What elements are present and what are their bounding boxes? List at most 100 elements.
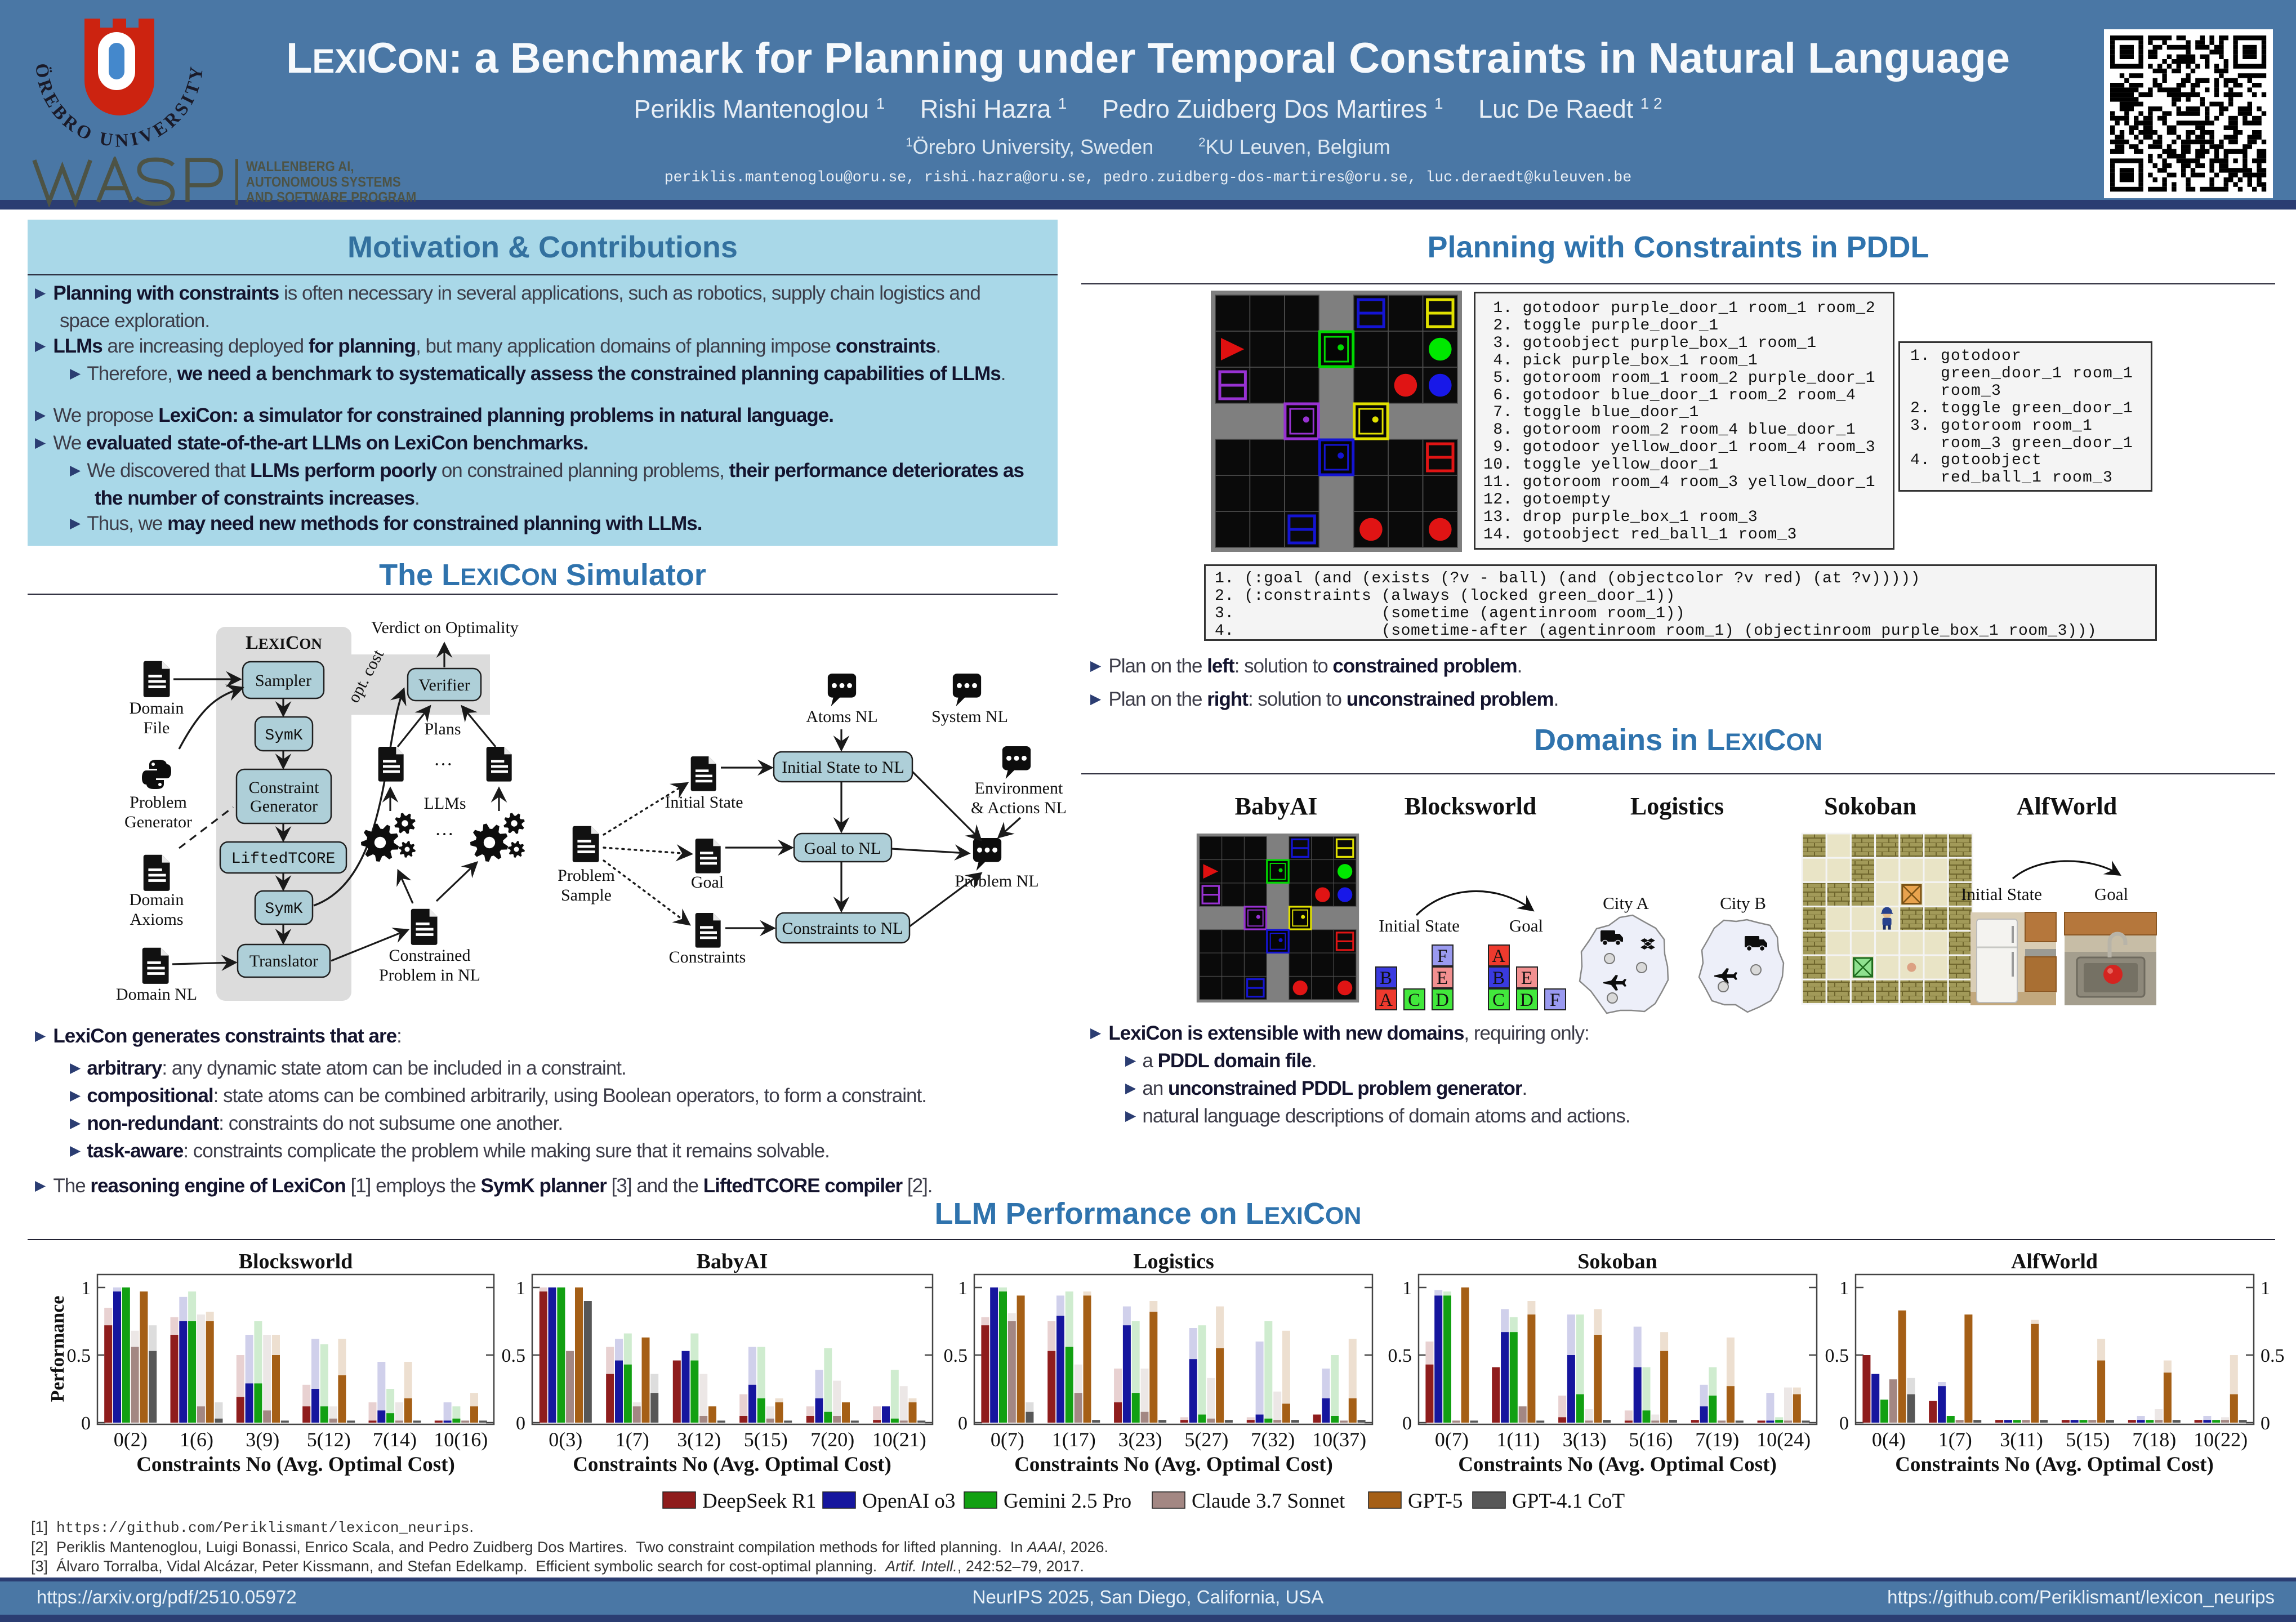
svg-text:Logistics: Logistics [1133, 1250, 1214, 1273]
svg-text:DeepSeek R1: DeepSeek R1 [702, 1490, 816, 1513]
svg-text:1: 1 [1839, 1278, 1849, 1299]
svg-text:10(21): 10(21) [872, 1428, 926, 1451]
svg-text:D: D [1435, 990, 1449, 1010]
svg-text:0.5: 0.5 [944, 1345, 968, 1366]
svg-text:Sokoban: Sokoban [1577, 1250, 1657, 1273]
svg-text:Claude 3.7 Sonnet: Claude 3.7 Sonnet [1192, 1490, 1345, 1513]
svg-text:1(7): 1(7) [616, 1428, 649, 1451]
svg-text:City B: City B [1720, 893, 1766, 913]
svg-text:Axioms: Axioms [130, 910, 183, 929]
svg-text:1(11): 1(11) [1496, 1428, 1540, 1451]
svg-text:0: 0 [1839, 1413, 1849, 1434]
svg-text:WALLENBERG AI,: WALLENBERG AI, [246, 159, 354, 175]
svg-text:3(11): 3(11) [2000, 1428, 2043, 1451]
svg-text:GPT-4.1 CoT: GPT-4.1 CoT [1512, 1490, 1625, 1513]
svg-text:Generator: Generator [250, 797, 318, 816]
svg-text:Goal to NL: Goal to NL [804, 839, 881, 858]
svg-text:B: B [1492, 968, 1505, 988]
svg-text:1: 1 [2261, 1278, 2270, 1299]
svg-text:B: B [1380, 968, 1392, 988]
svg-text:0(3): 0(3) [549, 1428, 582, 1451]
svg-text:AND SOFTWARE PROGRAM: AND SOFTWARE PROGRAM [246, 190, 416, 206]
svg-text:0(7): 0(7) [1435, 1428, 1469, 1451]
svg-text:Constraints No (Avg. Optimal C: Constraints No (Avg. Optimal Cost) [136, 1453, 455, 1476]
svg-text:1(7): 1(7) [1938, 1428, 1972, 1451]
svg-text:0: 0 [958, 1413, 968, 1434]
svg-text:Constrained: Constrained [389, 946, 471, 965]
svg-text:7(20): 7(20) [810, 1428, 854, 1451]
svg-text:Domain NL: Domain NL [116, 985, 197, 1004]
svg-text:0: 0 [516, 1413, 525, 1434]
svg-text:Atoms NL: Atoms NL [806, 707, 878, 726]
svg-text:System NL: System NL [931, 707, 1008, 726]
svg-text:Verifier: Verifier [418, 676, 470, 694]
svg-text:10(16): 10(16) [434, 1428, 488, 1451]
svg-text:Sokoban: Sokoban [1824, 792, 1916, 820]
svg-text:···: ··· [435, 824, 454, 845]
svg-text:Initial State: Initial State [1379, 916, 1460, 935]
svg-text:Goal: Goal [2094, 884, 2128, 904]
svg-text:0.5: 0.5 [502, 1345, 526, 1366]
svg-text:1(17): 1(17) [1052, 1428, 1096, 1451]
svg-text:E: E [1521, 968, 1532, 988]
svg-text:City A: City A [1603, 893, 1649, 913]
svg-text:0: 0 [1402, 1413, 1412, 1434]
svg-text:Generator: Generator [124, 813, 192, 831]
svg-text:Gemini 2.5 Pro: Gemini 2.5 Pro [1004, 1490, 1131, 1513]
svg-text:10(24): 10(24) [1756, 1428, 1811, 1451]
svg-text:Goal: Goal [691, 873, 724, 892]
svg-text:Blocksworld: Blocksworld [239, 1250, 353, 1273]
svg-text:7(18): 7(18) [2132, 1428, 2176, 1451]
svg-text:10(37): 10(37) [1312, 1428, 1366, 1451]
svg-text:0.5: 0.5 [1388, 1345, 1412, 1366]
svg-text:Blocksworld: Blocksworld [1405, 792, 1537, 820]
svg-text:Initial State to NL: Initial State to NL [782, 758, 904, 777]
svg-text:1: 1 [81, 1278, 91, 1299]
svg-text:LEXICON: LEXICON [246, 632, 322, 653]
svg-text:0: 0 [81, 1413, 91, 1434]
svg-text:0.5: 0.5 [1825, 1345, 1849, 1366]
svg-text:C: C [1492, 990, 1505, 1010]
svg-text:F: F [1437, 946, 1447, 966]
svg-text:SymK: SymK [265, 727, 302, 745]
svg-text:& Actions NL: & Actions NL [971, 799, 1067, 817]
svg-text:Environment: Environment [975, 779, 1063, 797]
svg-text:0(7): 0(7) [991, 1428, 1024, 1451]
svg-text:Constraints No (Avg. Optimal C: Constraints No (Avg. Optimal Cost) [1895, 1453, 2214, 1476]
svg-text:Domain: Domain [130, 890, 184, 909]
svg-text:Initial State: Initial State [1961, 884, 2042, 904]
svg-text:3(13): 3(13) [1563, 1428, 1607, 1451]
svg-text:1: 1 [516, 1278, 525, 1299]
svg-text:File: File [144, 719, 170, 737]
svg-text:Performance: Performance [47, 1296, 68, 1402]
svg-text:0.5: 0.5 [67, 1345, 91, 1366]
svg-text:Verdict on Optimality: Verdict on Optimality [371, 618, 519, 637]
svg-text:Goal: Goal [1509, 916, 1543, 935]
svg-text:5(16): 5(16) [1629, 1428, 1673, 1451]
svg-text:F: F [1550, 990, 1560, 1010]
svg-text:0(4): 0(4) [1872, 1428, 1906, 1451]
svg-text:5(15): 5(15) [2066, 1428, 2110, 1451]
svg-text:Problem: Problem [130, 793, 187, 812]
svg-text:0(2): 0(2) [114, 1428, 148, 1451]
svg-text:Constraints No (Avg. Optimal C: Constraints No (Avg. Optimal Cost) [573, 1453, 891, 1476]
svg-text:0.5: 0.5 [2261, 1345, 2285, 1366]
svg-text:Problem: Problem [558, 866, 615, 885]
svg-text:A: A [1492, 946, 1505, 966]
svg-text:AlfWorld: AlfWorld [2017, 792, 2117, 820]
svg-text:Constraint: Constraint [249, 778, 320, 797]
svg-text:Logistics: Logistics [1630, 792, 1724, 820]
svg-text:AlfWorld: AlfWorld [2011, 1250, 2098, 1273]
svg-text:10(22): 10(22) [2194, 1428, 2248, 1451]
svg-text:3(23): 3(23) [1118, 1428, 1162, 1451]
svg-text:A: A [1379, 990, 1393, 1010]
svg-text:Plans: Plans [424, 720, 461, 738]
svg-text:···: ··· [434, 754, 453, 775]
svg-text:Problem in NL: Problem in NL [379, 966, 480, 984]
svg-text:0: 0 [2261, 1413, 2270, 1434]
svg-text:AUTONOMOUS SYSTEMS: AUTONOMOUS SYSTEMS [246, 175, 401, 190]
svg-text:Sampler: Sampler [255, 671, 311, 690]
svg-text:Translator: Translator [249, 952, 318, 970]
svg-text:5(27): 5(27) [1184, 1428, 1228, 1451]
svg-text:5(15): 5(15) [744, 1428, 788, 1451]
